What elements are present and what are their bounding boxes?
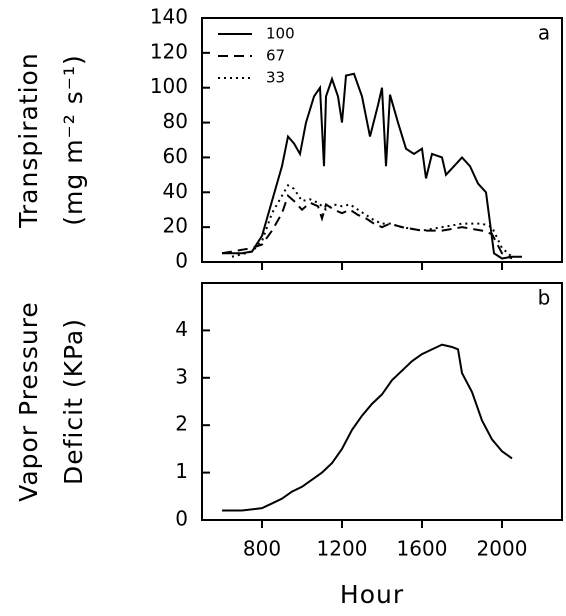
y-axis-label: Vapor Pressure: [14, 301, 43, 502]
y-tick-label: 20: [163, 214, 188, 238]
data-line: [231, 183, 513, 258]
y-tick-label: 1: [175, 459, 188, 483]
x-tick-label: 800: [243, 537, 281, 561]
y-tick-label: 0: [175, 507, 188, 531]
y-axis-label: Deficit (KPa): [59, 318, 88, 485]
data-line: [221, 194, 513, 260]
panel-label: a: [538, 21, 550, 45]
y-axis-label: Transpiration: [14, 52, 43, 228]
y-tick-label: 4: [175, 317, 188, 341]
y-axis-label: (mg m⁻² s⁻¹): [59, 54, 88, 225]
data-line: [222, 72, 522, 260]
legend-label: 33: [266, 69, 285, 87]
panel-label: b: [538, 286, 551, 310]
y-tick-label: 3: [175, 364, 188, 388]
legend-label: 100: [266, 25, 295, 43]
y-tick-label: 80: [163, 109, 188, 133]
x-axis-label: Hour: [340, 580, 404, 609]
x-tick-label: 1600: [397, 537, 448, 561]
x-tick-label: 2000: [477, 537, 528, 561]
y-tick-label: 60: [163, 144, 188, 168]
y-tick-label: 120: [150, 39, 188, 63]
y-tick-label: 2: [175, 412, 188, 436]
x-tick-label: 1200: [317, 537, 368, 561]
plot-frame: [201, 17, 563, 263]
legend-label: 67: [266, 47, 285, 65]
plot-frame: [201, 282, 563, 521]
y-tick-label: 140: [150, 5, 188, 29]
y-tick-label: 100: [150, 74, 188, 98]
y-tick-label: 40: [163, 179, 188, 203]
data-line: [222, 343, 513, 512]
y-tick-label: 0: [175, 249, 188, 273]
